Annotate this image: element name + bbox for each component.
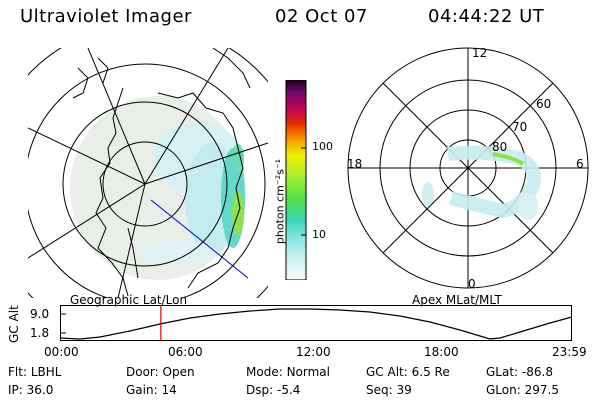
orbit-y-axis-label: GC Alt <box>7 305 21 343</box>
status-glat: GLat: -86.8 <box>486 365 553 379</box>
date-label: 02 Oct 07 <box>275 6 368 27</box>
apex-polar-plot <box>347 47 589 289</box>
colorbar <box>285 80 307 280</box>
orbit-x-tick-1800: 18:00 <box>424 345 459 359</box>
status-flt: Flt: LBHL <box>8 365 62 379</box>
geographic-map-caption: Geographic Lat/Lon <box>70 293 188 307</box>
status-dsp: Dsp: -5.4 <box>246 383 301 397</box>
geographic-map <box>28 48 268 298</box>
orbit-x-tick-1200: 12:00 <box>296 345 331 359</box>
colorbar-unit-label: photon cm⁻²s⁻¹ <box>273 158 287 245</box>
time-label: 04:44:22 UT <box>428 6 545 27</box>
status-mode: Mode: Normal <box>246 365 330 379</box>
status-gc-alt: GC Alt: 6.5 Re <box>366 365 450 379</box>
status-door: Door: Open <box>126 365 195 379</box>
mlt-label-12: 12 <box>472 46 488 60</box>
orbit-y-tick-high: 9.0 <box>30 307 50 321</box>
mlt-label-18: 18 <box>347 157 363 171</box>
mlat-label-80: 80 <box>492 140 508 154</box>
status-ip: IP: 36.0 <box>8 383 54 397</box>
mlt-label-6: 6 <box>576 157 584 171</box>
orbit-x-tick-0600: 06:00 <box>168 345 203 359</box>
instrument-title: Ultraviolet Imager <box>20 6 192 27</box>
colorbar-tick-100: 100 <box>312 140 333 153</box>
apex-map-caption: Apex MLat/MLT <box>412 293 502 307</box>
status-glon: GLon: 297.5 <box>486 383 559 397</box>
orbit-x-tick-0000: 00:00 <box>44 345 79 359</box>
mlat-label-60: 60 <box>536 97 552 111</box>
orbit-altitude-plot <box>60 305 572 341</box>
orbit-x-tick-2359: 23:59 <box>552 345 587 359</box>
mlat-label-70: 70 <box>512 120 528 134</box>
orbit-y-tick-low: 1.8 <box>30 326 50 340</box>
colorbar-tick-10: 10 <box>312 228 326 241</box>
status-gain: Gain: 14 <box>126 383 177 397</box>
mlt-label-0: 0 <box>468 277 476 291</box>
status-seq: Seq: 39 <box>366 383 412 397</box>
